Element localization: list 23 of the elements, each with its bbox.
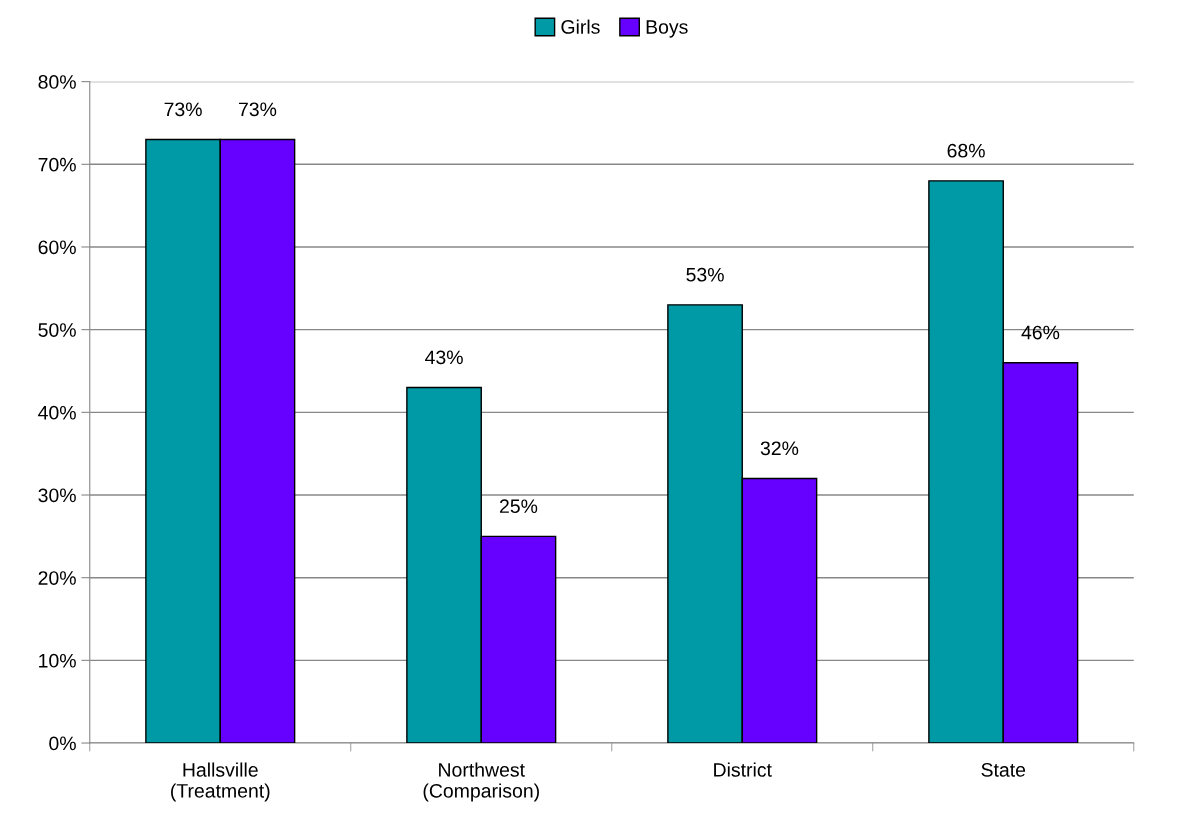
x-tick-label: Northwest (Comparison) <box>423 762 539 802</box>
data-label: 46% <box>1021 325 1060 340</box>
x-tick-label: State <box>981 762 1026 777</box>
data-label: 53% <box>686 267 724 282</box>
y-tick-label: 20% <box>38 571 76 585</box>
data-label: 68% <box>947 143 985 158</box>
y-tick-label: 70% <box>38 157 76 172</box>
y-tick-label: 0% <box>49 736 76 751</box>
data-label: 73% <box>238 102 277 117</box>
y-tick-label: 80% <box>38 75 76 89</box>
y-tick-label: 40% <box>38 405 76 420</box>
data-label: 32% <box>760 441 799 456</box>
data-label: 73% <box>164 102 202 117</box>
legend-label: Boys <box>646 20 688 38</box>
data-label: 43% <box>425 350 463 365</box>
data-label: 25% <box>499 499 538 514</box>
x-tick-label: Hallsville (Treatment) <box>171 762 270 802</box>
y-tick-label: 60% <box>38 240 76 255</box>
y-tick-label: 10% <box>39 653 76 668</box>
y-tick-label: 30% <box>38 488 76 503</box>
x-tick-label: District <box>714 762 772 777</box>
legend-label: Girls <box>561 19 600 34</box>
y-tick-label: 50% <box>38 323 76 337</box>
